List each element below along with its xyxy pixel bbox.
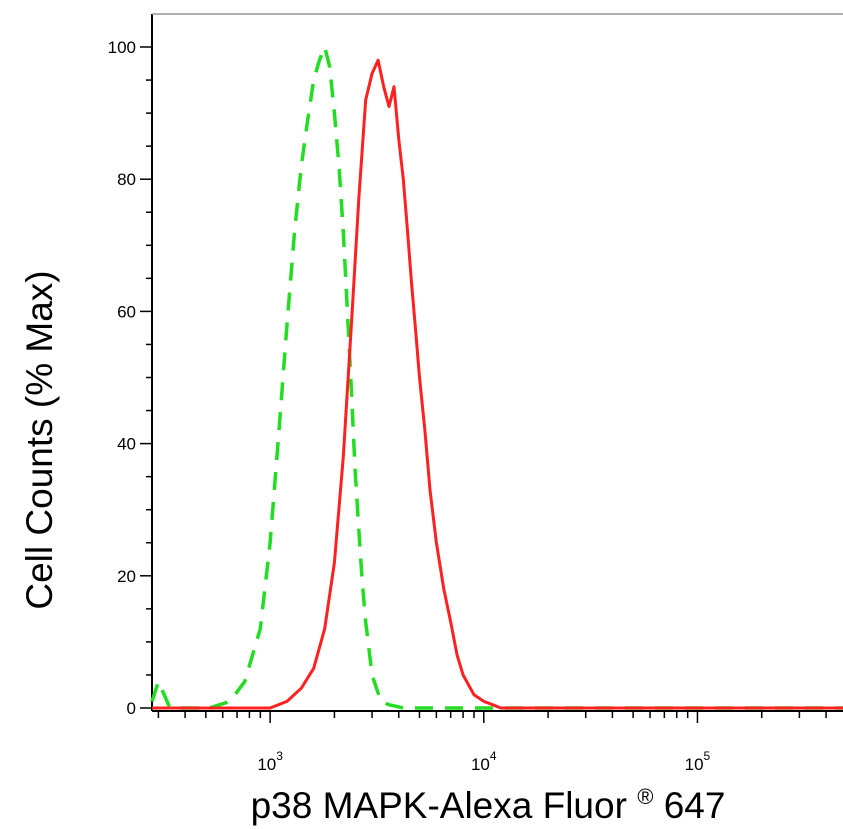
x-axis-title: p38 MAPK-Alexa Fluor ® 647 (251, 771, 726, 826)
control-histogram-line (150, 45, 843, 710)
x-axis-title-suffix: 647 (664, 785, 726, 826)
x-tick-label: 104 (471, 749, 497, 774)
y-axis-title: Cell Counts (% Max) (19, 270, 60, 609)
series-layer (150, 45, 843, 710)
axes: 0 20 40 60 80 100 103 104 105 (108, 13, 843, 774)
x-tick-label: 105 (685, 749, 711, 774)
y-tick-label: 100 (108, 38, 136, 57)
y-tick-label: 0 (127, 699, 136, 718)
x-axis-title-main: p38 MAPK-Alexa Fluor (251, 785, 627, 826)
registered-mark: ® (637, 784, 653, 809)
x-tick-label: 103 (257, 749, 283, 774)
y-tick-label: 80 (117, 170, 136, 189)
stained-histogram-line (152, 58, 843, 710)
y-tick-label: 60 (117, 302, 136, 321)
y-tick-label: 20 (117, 567, 136, 586)
y-tick-label: 40 (117, 435, 136, 454)
